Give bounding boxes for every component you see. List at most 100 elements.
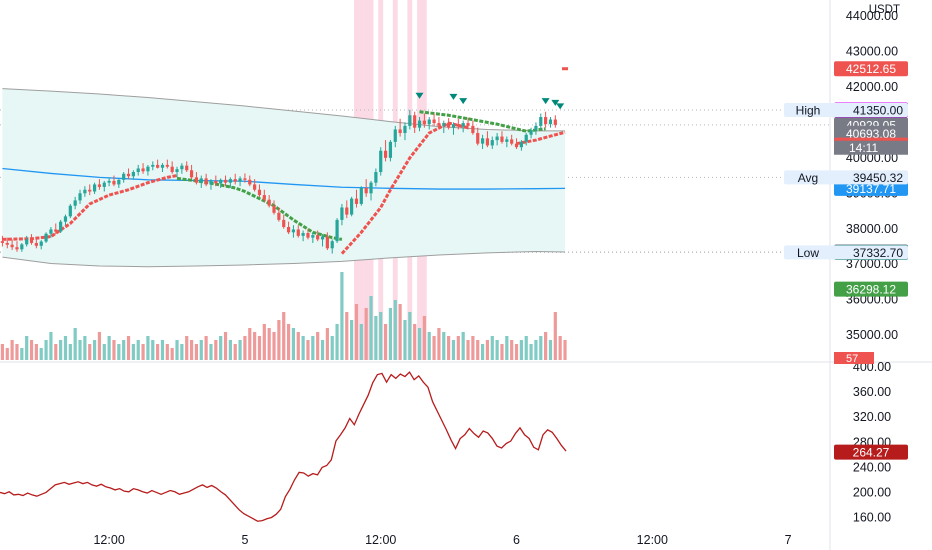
candle-body[interactable] <box>471 125 475 134</box>
candle-body[interactable] <box>485 138 490 146</box>
candle-body[interactable] <box>500 136 504 142</box>
candle-body[interactable] <box>102 182 106 187</box>
candle-body[interactable] <box>219 179 223 184</box>
candle-body[interactable] <box>466 123 470 126</box>
price-pane[interactable] <box>0 67 569 268</box>
candle-body[interactable] <box>529 130 533 135</box>
candle-body[interactable] <box>514 143 519 148</box>
candle-body[interactable] <box>442 123 446 126</box>
candle-body[interactable] <box>117 179 121 185</box>
candle-body[interactable] <box>451 124 456 128</box>
candle-body[interactable] <box>534 125 538 131</box>
candle-body[interactable] <box>427 119 431 125</box>
candle-body[interactable] <box>398 129 402 134</box>
candle-body[interactable] <box>422 120 426 125</box>
candle-body[interactable] <box>39 241 43 246</box>
candle-body[interactable] <box>340 207 344 220</box>
candle-body[interactable] <box>505 139 509 142</box>
candle-body[interactable] <box>92 184 97 192</box>
candle-body[interactable] <box>320 236 325 240</box>
candle-body[interactable] <box>350 198 354 215</box>
candle-body[interactable] <box>78 193 82 201</box>
candle-body[interactable] <box>146 166 150 172</box>
candle-body[interactable] <box>548 119 553 125</box>
candle-body[interactable] <box>20 244 24 250</box>
candle-body[interactable] <box>335 219 339 242</box>
candle-body[interactable] <box>495 136 499 141</box>
candle-body[interactable] <box>233 179 237 182</box>
candle-body[interactable] <box>524 134 528 142</box>
candle-body[interactable] <box>131 172 135 177</box>
candle-body[interactable] <box>88 189 92 192</box>
candle-body[interactable] <box>553 119 557 125</box>
candle-body[interactable] <box>68 205 72 217</box>
candle-body[interactable] <box>277 212 281 220</box>
candle-body[interactable] <box>175 169 179 173</box>
candle-body[interactable] <box>519 141 523 148</box>
candle-body[interactable] <box>306 233 310 238</box>
candle-body[interactable] <box>417 120 422 128</box>
candle-body[interactable] <box>126 173 131 177</box>
candle-body[interactable] <box>194 177 199 183</box>
candle-body[interactable] <box>316 235 320 240</box>
candle-body[interactable] <box>447 123 451 128</box>
candle-body[interactable] <box>156 164 160 168</box>
candle-body[interactable] <box>262 195 266 200</box>
candle-body[interactable] <box>107 180 111 183</box>
candle-body[interactable] <box>73 200 77 206</box>
candle-body[interactable] <box>291 229 296 233</box>
candle-body[interactable] <box>257 189 262 196</box>
candle-body[interactable] <box>10 244 14 248</box>
candle-body[interactable] <box>539 117 543 126</box>
candle-body[interactable] <box>388 141 393 158</box>
candle-body[interactable] <box>63 216 68 222</box>
candle-body[interactable] <box>253 184 257 190</box>
candle-body[interactable] <box>25 239 29 245</box>
time-axis[interactable]: 12:00 5 12:00 6 12:00 7 <box>93 533 791 547</box>
candle-body[interactable] <box>286 226 291 233</box>
candle-body[interactable] <box>204 178 208 185</box>
candle-body[interactable] <box>59 221 63 232</box>
candle-body[interactable] <box>301 233 305 236</box>
candle-body[interactable] <box>393 129 397 142</box>
candle-body[interactable] <box>510 139 514 144</box>
candle-body[interactable] <box>374 172 378 183</box>
candle-body[interactable] <box>413 115 417 128</box>
candle-body[interactable] <box>325 236 329 249</box>
candle-body[interactable] <box>223 179 228 183</box>
candle-body[interactable] <box>282 219 286 227</box>
candle-body[interactable] <box>189 170 194 178</box>
candle-body[interactable] <box>456 124 460 127</box>
candle-body[interactable] <box>354 198 359 204</box>
candle-body[interactable] <box>136 168 140 173</box>
candle-body[interactable] <box>0 241 5 243</box>
candle-body[interactable] <box>272 205 276 213</box>
candle-body[interactable] <box>243 178 247 180</box>
candle-body[interactable] <box>461 123 465 127</box>
candle-body[interactable] <box>248 179 252 185</box>
candle-body[interactable] <box>5 242 9 245</box>
candle-body[interactable] <box>476 133 480 144</box>
candle-body[interactable] <box>112 180 116 185</box>
candle-body[interactable] <box>359 187 363 204</box>
candle-body[interactable] <box>122 173 126 180</box>
candle-body[interactable] <box>151 164 155 167</box>
candle-body[interactable] <box>170 166 174 173</box>
candle-body[interactable] <box>403 125 407 134</box>
candle-body[interactable] <box>311 235 315 238</box>
candle-body[interactable] <box>141 168 145 172</box>
candle-body[interactable] <box>480 138 485 144</box>
candle-body[interactable] <box>185 165 189 171</box>
candle-body[interactable] <box>383 150 388 158</box>
candle-body[interactable] <box>49 229 53 234</box>
candle-body[interactable] <box>267 199 271 206</box>
candle-body[interactable] <box>437 123 441 126</box>
candle-body[interactable] <box>228 179 232 183</box>
oscillator-pane[interactable] <box>0 371 567 522</box>
candle-body[interactable] <box>330 241 334 249</box>
candle-body[interactable] <box>54 229 58 232</box>
candle-body[interactable] <box>408 115 412 126</box>
candle-body[interactable] <box>490 140 494 146</box>
candle-body[interactable] <box>165 164 169 167</box>
candle-body[interactable] <box>209 180 213 185</box>
